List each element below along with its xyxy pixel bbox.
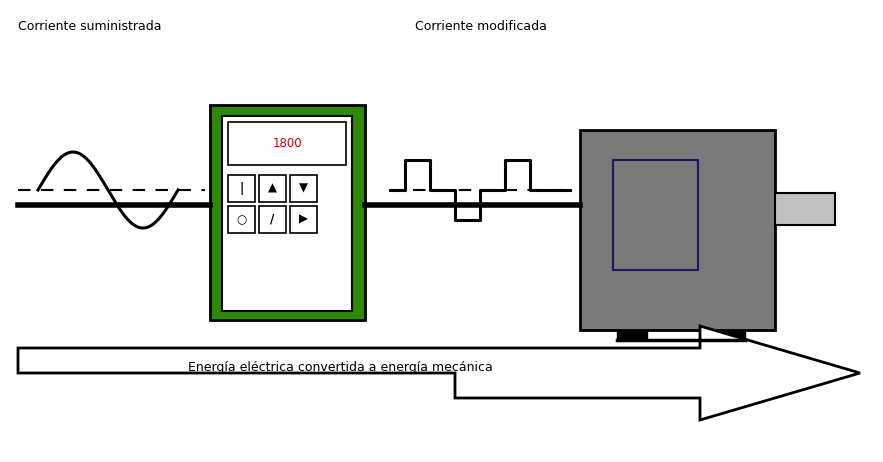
Text: 1800: 1800 [272, 137, 302, 150]
Text: ▶: ▶ [299, 213, 308, 226]
Bar [715, 330, 745, 340]
Bar [775, 193, 835, 225]
Bar [613, 160, 698, 270]
Text: ▲: ▲ [268, 182, 277, 195]
Text: /: / [270, 213, 275, 226]
Bar [617, 330, 647, 340]
Bar [290, 206, 317, 233]
Bar [290, 175, 317, 202]
Bar [228, 122, 346, 165]
Text: Corriente modificada: Corriente modificada [415, 20, 547, 33]
Bar [259, 175, 286, 202]
Text: |: | [239, 182, 244, 195]
Bar [222, 116, 352, 311]
Bar [259, 206, 286, 233]
Text: ▼: ▼ [299, 182, 308, 195]
Bar [580, 130, 775, 330]
Bar [228, 175, 255, 202]
Text: ○: ○ [237, 213, 246, 226]
Text: Energía eléctrica convertida a energía mecánica: Energía eléctrica convertida a energía m… [187, 361, 493, 375]
Polygon shape [18, 326, 860, 420]
Bar [210, 105, 365, 320]
Text: Corriente suministrada: Corriente suministrada [18, 20, 162, 33]
Bar [228, 206, 255, 233]
